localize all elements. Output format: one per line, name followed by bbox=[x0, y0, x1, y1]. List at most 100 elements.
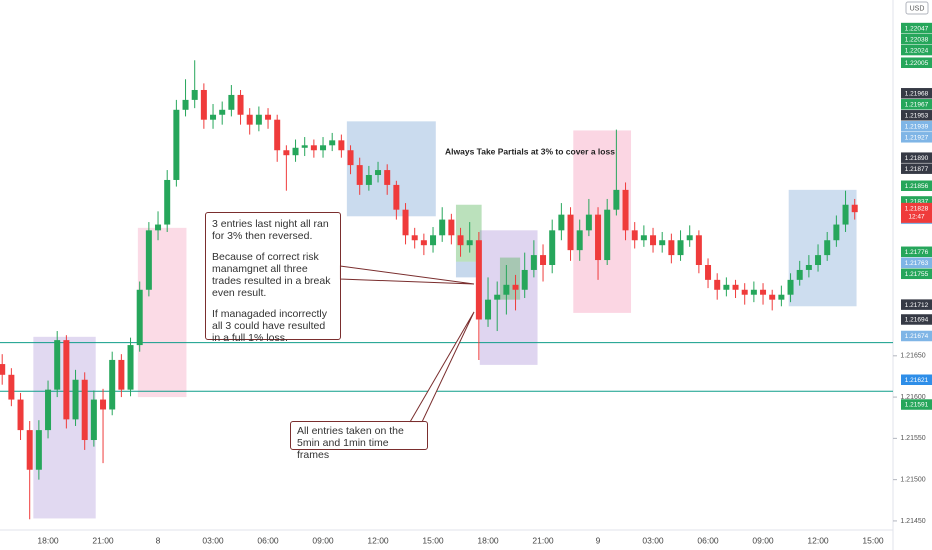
levels bbox=[0, 342, 893, 392]
candle-body bbox=[219, 109, 226, 115]
candle-body bbox=[127, 345, 134, 390]
price-tag-label: 1.21877 bbox=[905, 166, 929, 173]
candle-body bbox=[750, 289, 757, 295]
candle-body bbox=[228, 94, 235, 110]
price-tag bbox=[901, 33, 932, 45]
candle-body bbox=[778, 294, 785, 300]
candles bbox=[0, 60, 858, 520]
price-tag-label: 1.22005 bbox=[905, 60, 929, 67]
countdown-label: 12:47 bbox=[908, 214, 925, 221]
x-tick-label: 8 bbox=[156, 535, 161, 545]
candle-body bbox=[503, 284, 510, 295]
candle-body bbox=[182, 99, 189, 110]
last-price-label: 1.21828 bbox=[905, 206, 929, 213]
y-tick-label: 1.21550 bbox=[900, 435, 925, 442]
candle-body bbox=[72, 379, 79, 420]
annotation-text: 3 entries last night all ran for 3% then… bbox=[212, 218, 329, 242]
annotation-box: 3 entries last night all ran for 3% then… bbox=[205, 212, 341, 344]
price-tag bbox=[901, 314, 932, 325]
price-tag-label: 1.21967 bbox=[905, 102, 929, 109]
candle-body bbox=[558, 214, 565, 231]
candle-body bbox=[411, 235, 418, 241]
annotation-text: If managaded incorrectly all 3 could hav… bbox=[212, 308, 327, 344]
price-tag bbox=[901, 180, 932, 191]
candle-body bbox=[851, 204, 858, 213]
candle-body bbox=[466, 240, 473, 246]
price-tag bbox=[901, 163, 932, 174]
candle-body bbox=[63, 340, 70, 420]
price-tag-label: 1.21776 bbox=[905, 249, 929, 256]
annotation-box: All entries taken on the 5min and 1min t… bbox=[290, 421, 428, 461]
candle-body bbox=[760, 289, 767, 295]
price-tag-label: 1.21856 bbox=[905, 183, 929, 190]
zones bbox=[33, 121, 857, 519]
candle-body bbox=[430, 235, 437, 246]
candle-body bbox=[677, 240, 684, 256]
price-tag bbox=[901, 57, 932, 68]
candle-body bbox=[420, 240, 427, 246]
candle-body bbox=[530, 255, 537, 270]
candle-body bbox=[402, 209, 409, 236]
x-tick-label: 21:00 bbox=[92, 535, 114, 545]
candle-body bbox=[118, 359, 125, 390]
x-tick-label: 15:00 bbox=[422, 535, 444, 545]
price-tag-label: 1.21591 bbox=[905, 402, 929, 409]
price-tag bbox=[901, 299, 932, 310]
candle-body bbox=[787, 279, 794, 295]
candle-body bbox=[155, 224, 162, 231]
price-tag-label: 1.21939 bbox=[905, 124, 929, 131]
price-tag bbox=[901, 257, 932, 269]
candle-body bbox=[54, 340, 61, 390]
candle-body bbox=[714, 279, 721, 290]
candle-body bbox=[237, 94, 244, 115]
price-tag bbox=[901, 22, 932, 34]
candle-body bbox=[145, 230, 152, 290]
price-tag-label: 1.21755 bbox=[905, 271, 929, 278]
candle-body bbox=[732, 284, 739, 290]
price-tag-label: 1.21927 bbox=[905, 135, 929, 142]
candle-body bbox=[576, 230, 583, 251]
candle-body bbox=[448, 219, 455, 236]
x-tick-label: 12:00 bbox=[367, 535, 389, 545]
zone bbox=[499, 257, 521, 300]
currency-box bbox=[905, 1, 929, 15]
zone bbox=[573, 130, 632, 313]
candle-body bbox=[35, 430, 42, 470]
candle-body bbox=[631, 230, 638, 241]
zone bbox=[137, 227, 187, 398]
price-tag bbox=[901, 330, 932, 342]
x-tick-label: 06:00 bbox=[257, 535, 279, 545]
y-tick-label: 1.21600 bbox=[900, 394, 925, 401]
price-tag bbox=[901, 152, 932, 163]
candle-body bbox=[723, 284, 730, 290]
x-tick-label: 9 bbox=[596, 535, 601, 545]
candle-body bbox=[741, 289, 748, 295]
candle-body bbox=[622, 189, 629, 231]
candle-body bbox=[805, 265, 812, 270]
candle-body bbox=[191, 89, 198, 100]
candle-body bbox=[824, 240, 831, 256]
candle-body bbox=[255, 114, 262, 125]
price-tag-label: 1.21953 bbox=[905, 113, 929, 120]
price-tag-label: 1.21621 bbox=[905, 377, 929, 384]
candle-body bbox=[521, 269, 528, 290]
price-tag-label: 1.22047 bbox=[905, 25, 929, 32]
axis: 18:00 21:00 8 03:00 06:00 09:00 12:00 15:00 18:0… bbox=[37, 22, 932, 545]
price-tag bbox=[901, 374, 932, 386]
candle-body bbox=[0, 364, 6, 375]
price-tag bbox=[901, 196, 932, 207]
x-tick-label: 12:00 bbox=[807, 535, 829, 545]
callout-pointer bbox=[339, 265, 475, 285]
candle-body bbox=[320, 145, 327, 151]
x-tick-label: 09:00 bbox=[752, 535, 774, 545]
candle-body bbox=[45, 389, 52, 431]
y-tick-label: 1.21450 bbox=[900, 518, 925, 525]
x-tick-label: 09:00 bbox=[312, 535, 334, 545]
candle-body bbox=[301, 145, 308, 148]
candle-body bbox=[310, 145, 317, 151]
candle-body bbox=[347, 150, 354, 166]
y-tick-label: 1.21650 bbox=[900, 353, 925, 360]
candle-body bbox=[384, 170, 391, 185]
price-tag bbox=[901, 246, 932, 258]
